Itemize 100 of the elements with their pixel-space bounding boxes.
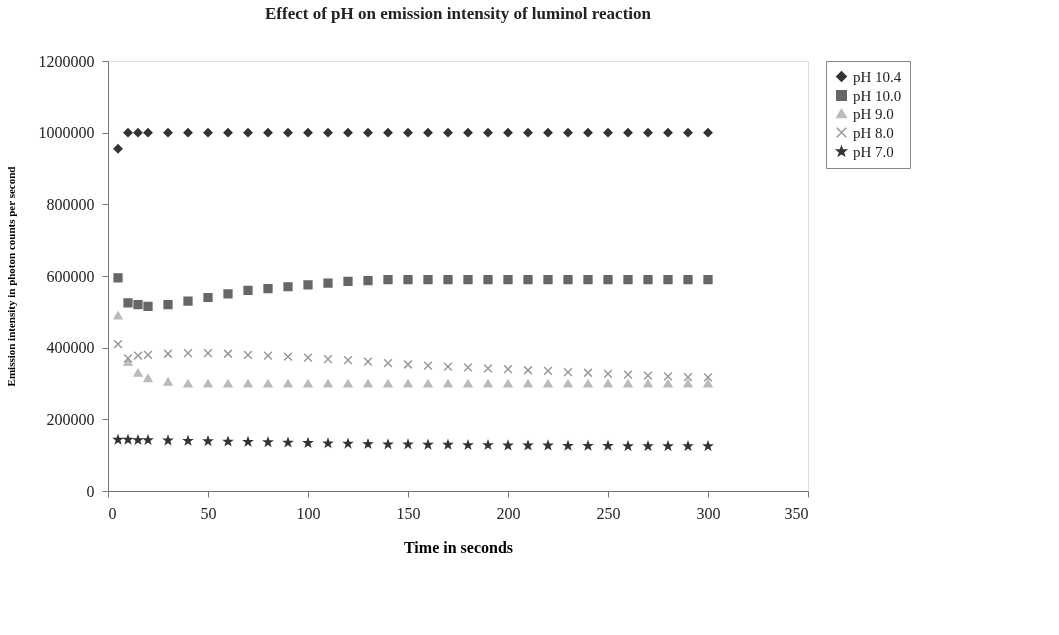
point: [183, 436, 193, 445]
point: [543, 366, 553, 376]
point: [563, 441, 573, 450]
point: [523, 365, 533, 375]
point: [363, 276, 373, 286]
x-tick-label: 200: [496, 504, 521, 522]
point: [563, 274, 573, 285]
point: [263, 379, 273, 388]
point: [343, 276, 353, 286]
point: [483, 128, 493, 138]
point: [703, 379, 713, 388]
point: [463, 379, 473, 388]
point: [403, 359, 413, 370]
point: [223, 289, 233, 299]
point: [343, 379, 353, 388]
point: [583, 274, 593, 285]
point: [523, 274, 533, 285]
point: [133, 368, 143, 377]
point: [283, 282, 293, 292]
point: [203, 379, 213, 388]
point: [663, 128, 673, 138]
x-tick-label: 150: [396, 504, 421, 522]
point: [303, 353, 313, 363]
point: [623, 128, 633, 138]
point: [163, 435, 173, 445]
point: [383, 358, 393, 368]
point: [263, 350, 273, 361]
point: [183, 296, 193, 306]
point: [503, 379, 513, 388]
point: [583, 368, 593, 378]
point: [123, 353, 133, 364]
point: [363, 128, 373, 138]
point: [503, 128, 513, 138]
point: [503, 440, 513, 450]
x-tick-label: 250: [596, 504, 621, 522]
point: [443, 379, 453, 388]
point: [303, 280, 313, 290]
point: [243, 379, 253, 388]
point: [623, 274, 633, 285]
point: [643, 441, 653, 451]
point: [563, 128, 573, 138]
point: [203, 128, 213, 138]
point: [263, 128, 273, 138]
legend-label: pH 10.4: [853, 68, 902, 85]
point: [583, 128, 593, 138]
point: [443, 362, 453, 372]
point: [163, 128, 173, 138]
point: [523, 128, 533, 138]
point: [623, 369, 633, 380]
point: [623, 379, 633, 388]
point: [663, 274, 673, 285]
point: [133, 128, 143, 138]
point: [183, 128, 193, 138]
point: [243, 128, 253, 138]
point: [563, 379, 573, 388]
point: [483, 440, 493, 450]
point: [143, 435, 153, 444]
point: [603, 441, 613, 450]
point: [523, 379, 533, 388]
x-tick-label: 50: [200, 504, 217, 522]
point: [113, 311, 123, 320]
y-tick-label: 800000: [46, 195, 95, 213]
point: [323, 128, 333, 138]
point: [363, 357, 373, 367]
point: [183, 379, 193, 388]
point: [463, 128, 473, 138]
point: [443, 128, 453, 138]
point: [603, 128, 613, 138]
point: [403, 439, 413, 449]
point: [663, 441, 673, 451]
point: [323, 354, 333, 364]
point: [203, 348, 213, 358]
x-tick-label: 100: [296, 504, 321, 522]
point: [163, 349, 173, 359]
point: [113, 144, 123, 154]
point: [683, 128, 693, 138]
point: [643, 128, 653, 138]
point: [703, 274, 713, 285]
point: [563, 367, 573, 377]
point: [203, 436, 213, 446]
point: [343, 128, 353, 138]
y-tick-label: 200000: [46, 410, 95, 428]
y-tick-label: 0: [86, 482, 95, 500]
point: [463, 440, 473, 450]
point: [463, 274, 473, 285]
point: [123, 298, 133, 308]
point: [323, 438, 333, 448]
point: [623, 441, 633, 451]
point: [703, 372, 713, 383]
legend-label: pH 8.0: [853, 124, 894, 141]
point: [463, 362, 473, 372]
point: [303, 128, 313, 138]
point: [143, 128, 153, 138]
point: [383, 439, 393, 449]
point: [323, 278, 333, 288]
point: [223, 379, 233, 388]
point: [423, 379, 433, 388]
point: [203, 292, 213, 303]
point: [223, 349, 233, 359]
point: [163, 377, 173, 386]
